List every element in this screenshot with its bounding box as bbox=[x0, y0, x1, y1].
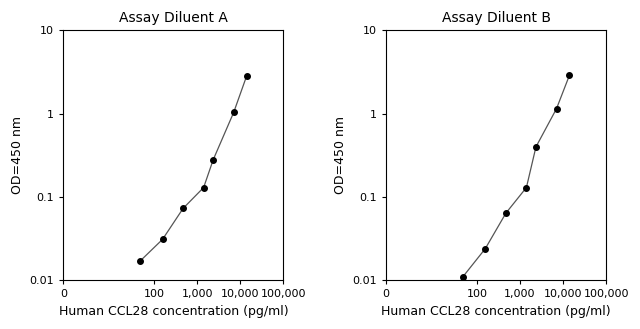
Title: Assay Diluent A: Assay Diluent A bbox=[119, 11, 228, 25]
X-axis label: Human CCL28 concentration (pg/ml): Human CCL28 concentration (pg/ml) bbox=[58, 305, 288, 318]
Title: Assay Diluent B: Assay Diluent B bbox=[442, 11, 550, 25]
X-axis label: Human CCL28 concentration (pg/ml): Human CCL28 concentration (pg/ml) bbox=[381, 305, 611, 318]
Y-axis label: OD=450 nm: OD=450 nm bbox=[11, 116, 24, 194]
Y-axis label: OD=450 nm: OD=450 nm bbox=[334, 116, 347, 194]
